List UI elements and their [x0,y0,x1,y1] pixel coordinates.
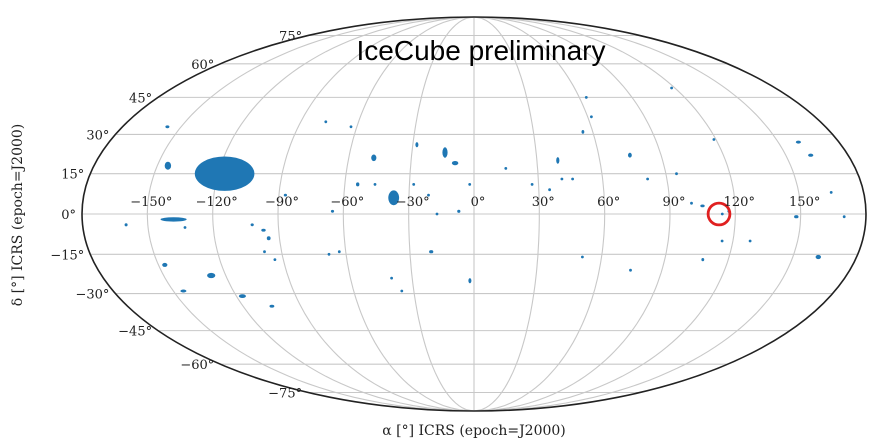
source-region [273,258,277,261]
source-region [457,209,461,213]
source-region [194,156,255,191]
source-region [429,250,434,254]
dec-tick-label: 0° [61,208,76,223]
chart-title: IceCube preliminary [357,35,606,66]
source-region [261,228,266,232]
source-region [238,294,246,298]
source-region [435,212,439,216]
x-axis-label: α [°] ICRS (epoch=J2000) [382,423,566,439]
source-region [207,272,216,279]
source-region [720,212,724,216]
ra-tick-label: −120° [196,195,238,210]
source-region [371,154,377,162]
source-region [124,223,128,227]
dec-tick-label: −30° [75,288,109,303]
source-region [701,258,705,262]
sky-boundary [81,16,867,412]
source-region [330,209,335,213]
source-region [349,125,353,129]
source-region [180,289,187,293]
dec-tick-label: −75° [268,387,302,402]
source-region [373,183,377,186]
dec-tick-label: −45° [118,325,152,340]
graticule [82,16,866,412]
source-region [250,223,254,227]
source-region [327,252,331,256]
source-region [720,239,724,243]
source-region [748,239,752,243]
ra-tick-label: 90° [662,195,685,210]
source-region [829,191,833,194]
ra-tick-label: 120° [724,195,755,210]
source-region [842,215,846,219]
ra-tick-labels: −150° −120° −90° −60° −30° 0° 30° 60° 90° 120° 150… [130,195,820,210]
source-region [165,125,170,129]
source-region [442,147,448,158]
source-region [183,226,187,229]
source-region [560,177,564,181]
ra-tick-label: −60° [330,195,364,210]
ra-tick-label: 60° [597,195,620,210]
source-region [356,182,360,187]
source-region [412,183,416,186]
source-region [808,153,814,157]
source-region [581,255,584,259]
y-axis-label: δ [°] ICRS (epoch=J2000) [10,124,26,307]
ra-tick-label: 150° [789,195,820,210]
source-region [629,268,632,272]
source-region [794,215,799,219]
source-region [415,142,419,148]
source-region [337,250,341,254]
source-region [263,250,266,254]
dec-tick-label: 45° [129,91,152,106]
source-region [530,183,534,186]
highlight-marker [706,201,732,227]
dec-tick-label: 30° [86,128,109,143]
source-region [700,204,705,208]
dec-tick-labels: −75° −60° −45° −30° −15° 0° 15° 30° 45° 60° 75° [50,30,302,402]
source-region [427,193,430,197]
source-region [390,276,393,280]
dec-tick-label: −60° [180,358,214,373]
source-region [164,161,172,170]
source-region [162,262,168,267]
source-region [815,254,821,260]
source-region [795,140,801,144]
ra-tick-label: −90° [265,195,299,210]
dec-tick-label: 75° [279,30,302,45]
source-region [556,157,560,164]
source-region [712,138,716,141]
source-region [590,115,593,119]
source-region [468,278,472,284]
source-region [283,193,287,197]
source-region [584,96,588,99]
source-region [670,86,673,90]
source-region [628,152,632,158]
source-region [269,304,275,308]
source-region [571,177,574,181]
source-region [548,188,551,192]
source-region [675,172,678,176]
source-region [690,201,693,205]
dec-tick-label: −15° [50,248,84,263]
source-region [388,190,400,206]
highlight-circle [706,201,732,227]
source-region [451,161,459,166]
dec-tick-label: 15° [61,168,84,183]
dec-tick-label: 60° [191,58,214,73]
source-region [504,167,508,170]
source-region [266,236,271,241]
ra-tick-label: −30° [396,195,430,210]
source-region [160,217,187,222]
source-region [581,130,585,134]
source-regions [124,86,846,308]
source-region [324,120,328,124]
ra-tick-label: 30° [532,195,555,210]
source-region [646,177,649,181]
source-region [400,289,404,293]
ra-tick-label: 0° [471,195,486,210]
source-region [468,183,472,186]
ra-tick-label: −150° [130,195,172,210]
